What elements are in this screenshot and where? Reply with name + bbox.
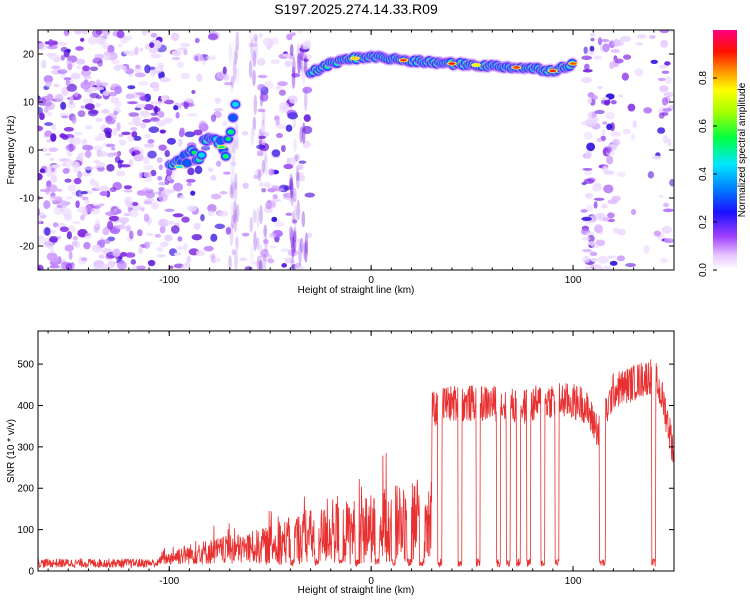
snr-y-ticks: 0 100 200 300 400 500 — [17, 360, 674, 578]
snr-panel: -100 0 100 0 100 200 300 400 500 Height of stra… — [6, 330, 675, 596]
colorbar-tick-label: 0.0 — [698, 263, 709, 277]
colorbar-tick-label: 0.4 — [698, 167, 709, 181]
snr-series-line — [38, 359, 674, 570]
spectrogram-signal-layer — [164, 49, 579, 172]
snr-frame — [37, 330, 675, 572]
snr-background — [38, 331, 674, 571]
y-tick-label: 10 — [23, 98, 35, 109]
x-tick-label: -100 — [159, 275, 179, 286]
snr-x-axis-label: Height of straight line (km) — [298, 585, 415, 596]
spectrogram-y-axis-label: Frequency (Hz) — [6, 116, 17, 185]
y-tick-label: -10 — [20, 194, 35, 205]
x-tick-label: 100 — [565, 576, 582, 587]
chart-title: S197.2025.274.14.33.R09 — [274, 1, 438, 17]
x-tick-label: -100 — [159, 576, 179, 587]
spectrogram-x-axis-label: Height of straight line (km) — [298, 285, 415, 296]
y-tick-label: -20 — [20, 242, 35, 253]
y-tick-label: 100 — [17, 525, 34, 536]
x-tick-label: 0 — [368, 275, 374, 286]
spectrogram-x-ticks: -100 0 100 — [47, 30, 675, 286]
colorbar-gradient — [713, 30, 737, 270]
y-tick-label: 0 — [28, 146, 34, 157]
colorbar-tick-label: 0.2 — [698, 215, 709, 229]
x-tick-label: 100 — [565, 275, 582, 286]
y-tick-label: 0 — [28, 567, 34, 578]
spectrogram-noise-layer — [38, 30, 674, 270]
spectrogram-y-ticks: -20 -10 0 10 20 — [20, 50, 674, 253]
colorbar-label: Normalized spectral amplitude — [737, 82, 748, 217]
colorbar-tick-label: 0.6 — [698, 119, 709, 133]
colorbar: 0.0 0.2 0.4 0.6 0.8 Normalized spectral ampl… — [698, 30, 748, 277]
y-tick-label: 400 — [17, 401, 34, 412]
y-tick-label: 200 — [17, 484, 34, 495]
x-tick-label: 0 — [368, 576, 374, 587]
y-tick-label: 300 — [17, 442, 34, 453]
snr-y-axis-label: SNR (10 * v/v) — [6, 419, 17, 483]
snr-x-ticks: -100 0 100 — [47, 331, 675, 587]
y-tick-label: 20 — [23, 50, 35, 61]
colorbar-ticks: 0.0 0.2 0.4 0.6 0.8 — [698, 71, 717, 277]
y-tick-label: 500 — [17, 360, 34, 371]
colorbar-tick-label: 0.8 — [698, 71, 709, 85]
